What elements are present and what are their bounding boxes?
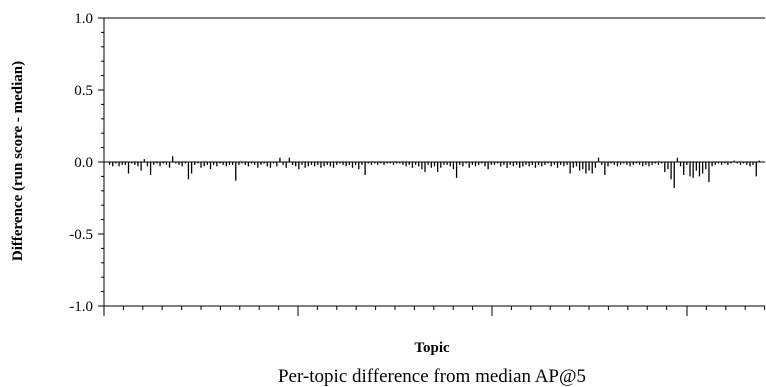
x-axis-title: Topic	[414, 340, 450, 356]
y-tick-label: 0.5	[74, 83, 93, 99]
x-axis	[103, 306, 766, 316]
y-axis-title: Difference (run score - median)	[10, 61, 26, 261]
bar-series	[108, 156, 761, 188]
y-tick-label: -0.5	[69, 227, 93, 243]
y-tick-label: 1.0	[74, 11, 93, 27]
y-axis: 1.0 0.5 0.0 -0.5 -1.0	[69, 11, 104, 315]
y-tick-label: 0.0	[74, 155, 93, 171]
y-tick-label: -1.0	[69, 299, 93, 315]
chart-caption: Per-topic difference from median AP@5	[278, 366, 586, 387]
